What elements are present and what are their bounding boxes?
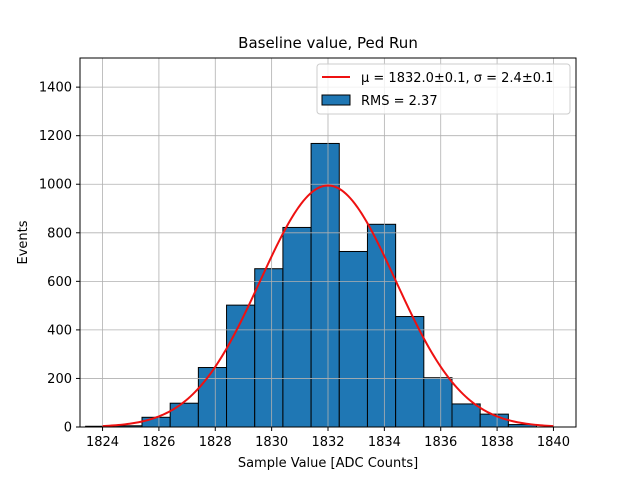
histogram-bar [169, 402, 199, 428]
legend-box [316, 63, 571, 115]
histogram-bar [226, 304, 256, 428]
y-tick-label: 0 [64, 421, 72, 436]
histogram-bar [395, 316, 425, 428]
x-tick-label: 1824 [86, 435, 119, 450]
histogram-bar [451, 403, 481, 428]
y-tick-label: 400 [47, 323, 72, 338]
chart-title: Baseline value, Ped Run [238, 34, 418, 52]
histogram-bar [254, 268, 284, 428]
y-tick-label: 800 [47, 226, 72, 241]
x-tick-label: 1828 [199, 435, 232, 450]
histogram-bar [141, 416, 171, 428]
y-tick-label: 200 [47, 372, 72, 387]
y-axis-ticks: 0 200 400 600 800 1000 1200 1400 [39, 81, 80, 436]
histogram-bar [197, 367, 228, 428]
x-tick-label: 1836 [424, 435, 457, 450]
x-tick-label: 1832 [311, 435, 344, 450]
legend-fit-label: μ = 1832.0±0.1, σ = 2.4±0.1 [361, 71, 553, 86]
y-tick-label: 1400 [39, 81, 72, 96]
histogram-bar [338, 250, 368, 428]
histogram-bars [85, 142, 538, 428]
y-tick-label: 1200 [39, 129, 72, 144]
y-tick-label: 600 [47, 275, 72, 290]
legend-rms-label: RMS = 2.37 [361, 94, 438, 109]
legend: μ = 1832.0±0.1, σ = 2.4±0.1 RMS = 2.37 [316, 63, 571, 115]
legend-rms-patch [321, 94, 351, 106]
y-tick-label: 1000 [39, 178, 72, 193]
histogram-bar [366, 223, 397, 428]
gaussian-fit-curve [102, 184, 554, 428]
histogram-bar [423, 377, 453, 428]
y-axis-label: Events [16, 220, 31, 264]
x-axis-label: Sample Value [ADC Counts] [238, 456, 418, 471]
x-axis-ticks: 1824 1826 1828 1830 1832 1834 1836 1838 1840 [86, 427, 570, 450]
x-tick-label: 1838 [481, 435, 514, 450]
x-tick-label: 1840 [537, 435, 570, 450]
x-tick-label: 1826 [142, 435, 175, 450]
histogram-bar [282, 226, 312, 428]
x-tick-label: 1830 [255, 435, 288, 450]
x-tick-label: 1834 [368, 435, 401, 450]
